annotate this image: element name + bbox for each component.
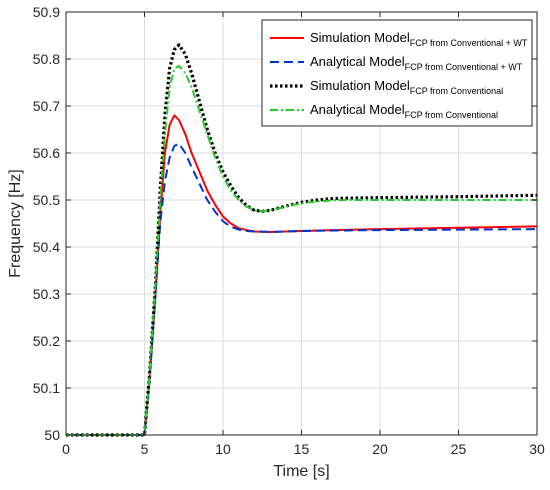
series-line-3 — [66, 43, 538, 437]
legend-subscript: FCP from Conventional + WT — [410, 38, 528, 48]
y-tick-label: 50.3 — [33, 286, 60, 302]
y-tick-label: 50 — [44, 427, 60, 443]
y-tick-label: 50.4 — [33, 239, 60, 255]
legend-label: Analytical Model — [310, 102, 405, 117]
x-tick-label: 25 — [451, 441, 467, 457]
axis-ticks: 0 5 10 15 20 25 30 50 50.1 50.2 50.3 50.4 50.5 50.6 50… — [33, 4, 545, 457]
x-tick-label: 10 — [215, 441, 231, 457]
legend-label: Analytical Model — [310, 54, 405, 69]
legend-subscript: FCP from Conventional — [405, 110, 498, 120]
y-tick-label: 50.7 — [33, 98, 60, 114]
legend-subscript: FCP from Conventional — [410, 86, 503, 96]
x-tick-label: 5 — [141, 441, 149, 457]
y-tick-label: 50.8 — [33, 51, 60, 67]
y-axis-label: Frequency [Hz] — [7, 169, 24, 277]
legend-box — [261, 19, 533, 127]
legend: Simulation ModelFCP from Conventional + … — [261, 19, 533, 127]
y-tick-label: 50.6 — [33, 145, 60, 161]
legend-entry-3: Simulation ModelFCP from Conventional — [310, 78, 503, 96]
legend-label: Simulation Model — [310, 30, 410, 45]
y-tick-label: 50.5 — [33, 192, 60, 208]
series-line-4 — [66, 65, 537, 436]
legend-label: Simulation Model — [310, 78, 410, 93]
legend-entry-2: Analytical ModelFCP from Conventional + … — [310, 54, 523, 72]
legend-entry-1: Simulation ModelFCP from Conventional + … — [310, 30, 528, 48]
legend-subscript: FCP from Conventional + WT — [405, 62, 523, 72]
x-tick-label: 0 — [62, 441, 70, 457]
x-tick-label: 15 — [294, 441, 310, 457]
series-line-2 — [66, 142, 538, 436]
legend-entry-4: Analytical ModelFCP from Conventional — [310, 102, 498, 120]
y-tick-label: 50.1 — [33, 380, 60, 396]
y-tick-label: 50.2 — [33, 333, 60, 349]
x-tick-label: 30 — [529, 441, 545, 457]
x-axis-label: Time [s] — [273, 463, 329, 480]
series-layer — [66, 43, 538, 437]
x-tick-label: 20 — [372, 441, 388, 457]
y-tick-label: 50.9 — [33, 4, 60, 20]
